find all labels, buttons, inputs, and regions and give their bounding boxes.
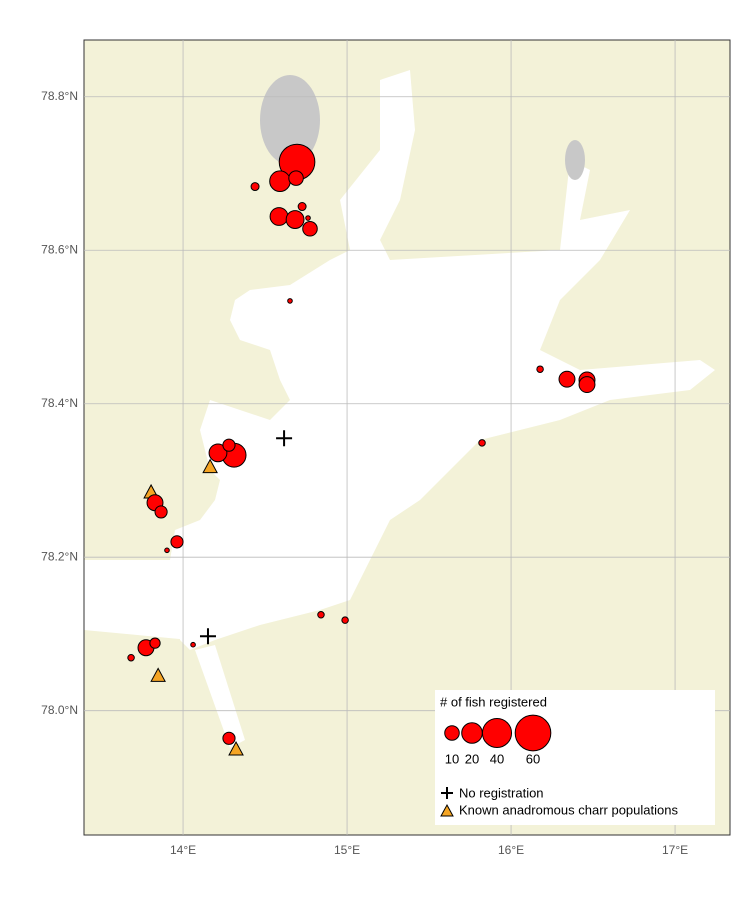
y-tick-label: 78.8°N bbox=[41, 89, 78, 103]
legend-label: No registration bbox=[459, 785, 544, 800]
legend-plus bbox=[441, 787, 453, 799]
legend-triangle bbox=[440, 803, 454, 817]
fjord bbox=[170, 70, 715, 650]
no-registration bbox=[276, 430, 293, 447]
legend-title: # of fish registered bbox=[440, 694, 547, 709]
fish-site bbox=[305, 215, 311, 221]
frame bbox=[83, 39, 731, 836]
legend-size bbox=[461, 722, 483, 744]
y-tick-label: 78.2°N bbox=[41, 549, 78, 563]
fish-site bbox=[288, 170, 304, 186]
legend-size-label: 40 bbox=[490, 751, 504, 766]
legend-size-label: 20 bbox=[465, 751, 479, 766]
fish-site bbox=[222, 438, 236, 452]
fish-site bbox=[127, 653, 135, 662]
x-tick-label: 16°E bbox=[498, 843, 524, 857]
y-tick-label: 78.0°N bbox=[41, 703, 78, 717]
charr-marker bbox=[202, 458, 218, 474]
fish-site bbox=[269, 207, 289, 226]
charr-marker bbox=[228, 740, 244, 756]
lake bbox=[565, 140, 585, 180]
legend-size bbox=[481, 717, 513, 749]
x-tick-label: 17°E bbox=[662, 843, 688, 857]
x-tick-label: 15°E bbox=[334, 843, 360, 857]
x-tick-label: 14°E bbox=[170, 843, 196, 857]
y-tick-label: 78.4°N bbox=[41, 396, 78, 410]
legend-label: Known anadromous charr populations bbox=[459, 802, 678, 817]
fish-site bbox=[285, 210, 305, 229]
fish-site bbox=[164, 547, 170, 554]
lakes bbox=[260, 75, 585, 180]
fish-site bbox=[170, 535, 184, 549]
y-tick-label: 78.6°N bbox=[41, 242, 78, 256]
fish-site bbox=[341, 616, 349, 624]
fish-site bbox=[478, 439, 486, 447]
fish-site bbox=[287, 298, 293, 304]
fish-site bbox=[154, 505, 168, 519]
fish-site bbox=[149, 637, 161, 649]
fjord-mouth bbox=[84, 560, 190, 640]
fish-site bbox=[558, 370, 576, 388]
legend-box bbox=[435, 690, 715, 825]
fish-site bbox=[302, 221, 318, 237]
fish-site bbox=[190, 641, 196, 648]
fish-site bbox=[269, 170, 291, 192]
fish-site bbox=[250, 182, 260, 192]
fish-site bbox=[222, 731, 236, 745]
legend-size bbox=[514, 714, 552, 752]
legend-size-label: 60 bbox=[526, 751, 540, 766]
fish-site bbox=[297, 202, 307, 212]
fish-site bbox=[578, 376, 596, 394]
legend-size-label: 10 bbox=[445, 751, 459, 766]
fish-site bbox=[536, 365, 544, 373]
legend: # of fish registered 10 20 40 60 No registr… bbox=[435, 690, 715, 825]
fish-site bbox=[317, 611, 325, 619]
no-registration bbox=[199, 628, 216, 645]
lake bbox=[260, 75, 320, 165]
side-fjord bbox=[195, 645, 245, 748]
charr-marker bbox=[150, 667, 166, 682]
water bbox=[84, 70, 715, 748]
legend-size bbox=[444, 725, 460, 741]
fish-site bbox=[208, 443, 228, 463]
